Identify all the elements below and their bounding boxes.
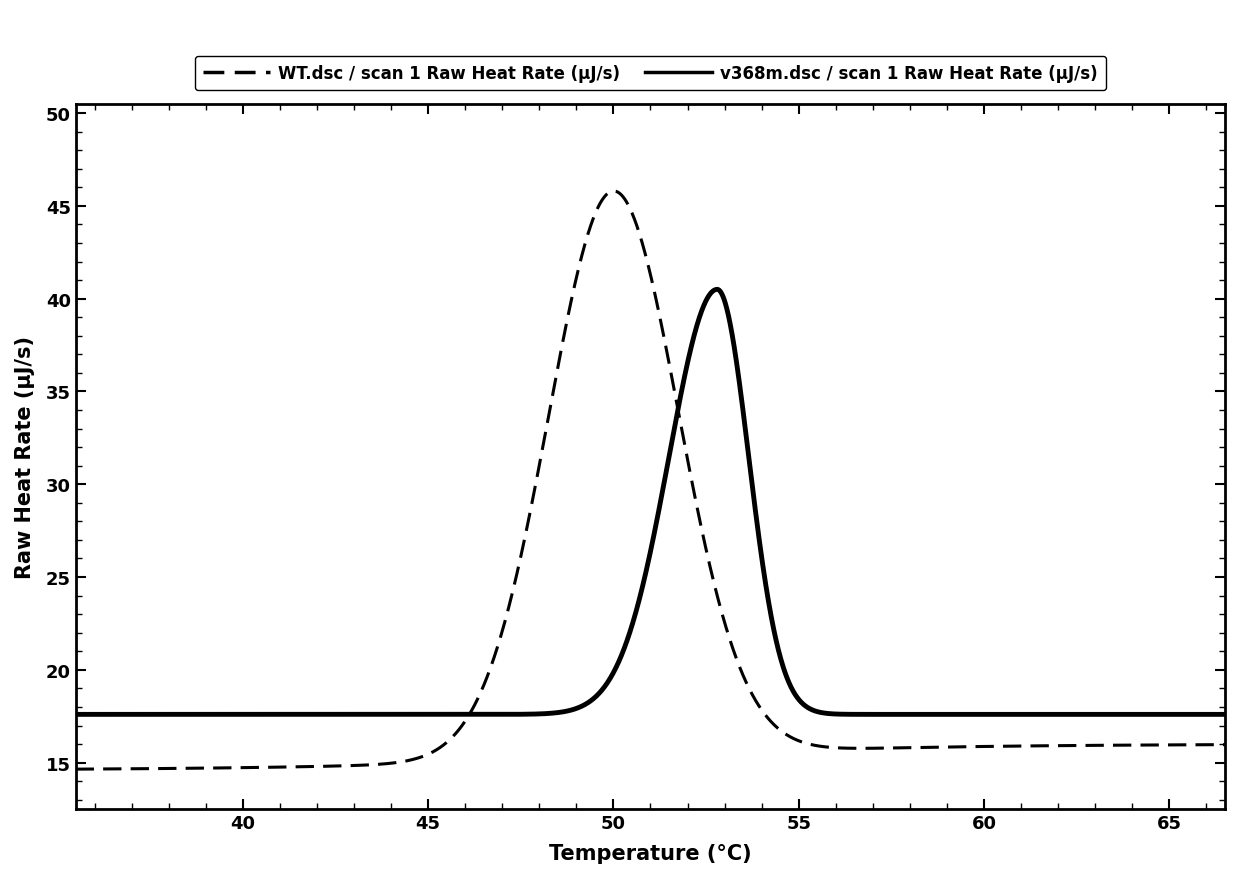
WT.dsc / scan 1 Raw Heat Rate (μJ/s) [1236,739,1240,750]
v368m.dsc / scan 1 Raw Heat Rate (μJ/s) [1236,709,1240,720]
Y-axis label: Raw Heat Rate (μJ/s): Raw Heat Rate (μJ/s) [15,335,35,579]
v368m.dsc / scan 1 Raw Heat Rate (μJ/s) [709,284,724,295]
v368m.dsc / scan 1 Raw Heat Rate (μJ/s) [50,709,64,720]
WT.dsc / scan 1 Raw Heat Rate (μJ/s) [505,588,520,599]
WT.dsc / scan 1 Raw Heat Rate (μJ/s) [185,763,200,774]
v368m.dsc / scan 1 Raw Heat Rate (μJ/s) [505,709,520,720]
v368m.dsc / scan 1 Raw Heat Rate (μJ/s) [1085,709,1100,720]
WT.dsc / scan 1 Raw Heat Rate (μJ/s) [1085,740,1100,751]
WT.dsc / scan 1 Raw Heat Rate (μJ/s) [255,762,270,773]
WT.dsc / scan 1 Raw Heat Rate (μJ/s) [557,333,572,343]
WT.dsc / scan 1 Raw Heat Rate (μJ/s) [1213,739,1228,750]
WT.dsc / scan 1 Raw Heat Rate (μJ/s) [50,764,64,774]
v368m.dsc / scan 1 Raw Heat Rate (μJ/s) [1213,709,1228,720]
v368m.dsc / scan 1 Raw Heat Rate (μJ/s) [255,709,270,720]
v368m.dsc / scan 1 Raw Heat Rate (μJ/s) [557,707,572,717]
v368m.dsc / scan 1 Raw Heat Rate (μJ/s) [185,709,200,720]
Line: v368m.dsc / scan 1 Raw Heat Rate (μJ/s): v368m.dsc / scan 1 Raw Heat Rate (μJ/s) [57,290,1240,715]
Line: WT.dsc / scan 1 Raw Heat Rate (μJ/s): WT.dsc / scan 1 Raw Heat Rate (μJ/s) [57,191,1240,769]
Legend: WT.dsc / scan 1 Raw Heat Rate (μJ/s), v368m.dsc / scan 1 Raw Heat Rate (μJ/s): WT.dsc / scan 1 Raw Heat Rate (μJ/s), v3… [195,56,1106,91]
X-axis label: Temperature (°C): Temperature (°C) [549,843,751,863]
WT.dsc / scan 1 Raw Heat Rate (μJ/s) [606,186,621,197]
